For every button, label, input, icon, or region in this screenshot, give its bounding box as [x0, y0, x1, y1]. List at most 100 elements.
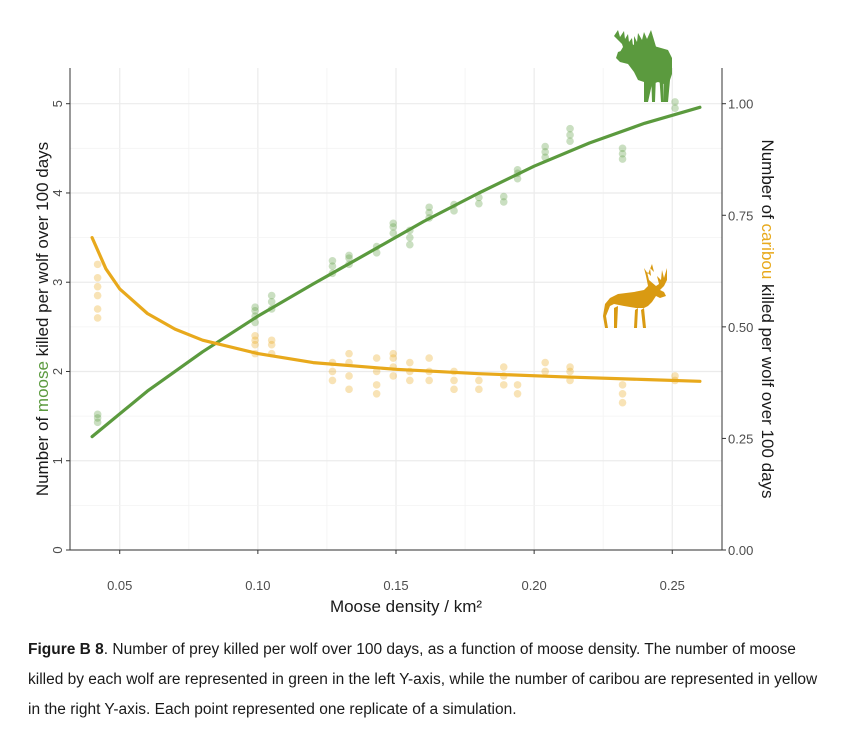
moose-point: [618, 144, 627, 153]
moose-icon: [614, 30, 672, 102]
caribou-point: [450, 385, 458, 394]
caribou-point: [450, 376, 458, 385]
caribou-point: [251, 336, 259, 345]
caribou-point: [345, 349, 353, 358]
caribou-point: [372, 389, 381, 398]
moose-point: [671, 98, 679, 106]
caribou-point: [93, 273, 102, 282]
x-axis-title: Moose density / km²: [330, 597, 482, 616]
moose-point: [93, 410, 102, 419]
moose-point: [541, 148, 549, 156]
y-left-axis-title: Number of moose killed per wolf over 100…: [33, 142, 52, 496]
y-right-tick-label: 0.25: [728, 431, 753, 446]
moose-point: [541, 142, 549, 151]
x-tick-label: 0.25: [660, 578, 685, 593]
axes: 0.05 0.10 0.15 0.20 0.25 0 1 2 3 4 5 0.00 0.25 0.50 0.…: [33, 68, 777, 616]
moose-point: [345, 254, 353, 262]
y-right-title-caribou: caribou: [758, 224, 777, 280]
moose-point: [450, 207, 458, 215]
x-tick-label: 0.20: [521, 578, 546, 593]
moose-point: [267, 298, 276, 306]
caribou-point: [513, 389, 522, 398]
caribou-point: [389, 349, 398, 358]
caribou-point: [618, 381, 627, 389]
caribou-point: [541, 358, 549, 367]
grid: [70, 68, 722, 551]
caribou-point: [406, 358, 414, 367]
moose-point: [618, 149, 627, 158]
chart: 0.05 0.10 0.15 0.20 0.25 0 1 2 3 4 5 0.00 0.25 0.50 0.…: [33, 30, 777, 616]
caribou-point: [406, 376, 414, 385]
x-tick-label: 0.10: [245, 578, 270, 593]
caribou-point: [267, 340, 276, 349]
y-right-title-part: killed per wolf over 100 days: [758, 279, 777, 498]
caribou-point: [93, 282, 102, 291]
caribou-point: [499, 363, 508, 371]
caribou-point: [425, 376, 433, 385]
caribou-point: [372, 381, 381, 389]
moose-point: [93, 418, 102, 427]
caribou-point: [93, 291, 102, 300]
caribou-point: [372, 354, 381, 362]
moose-point: [406, 240, 414, 249]
caribou-point: [425, 354, 433, 362]
moose-point: [671, 104, 679, 112]
moose-point: [251, 306, 259, 315]
y-left-tick-label: 5: [50, 100, 65, 107]
caption-text: . Number of prey killed per wolf over 10…: [28, 641, 818, 718]
moose-point: [328, 262, 337, 270]
x-tick-label: 0.15: [383, 578, 408, 593]
caribou-point: [251, 331, 259, 340]
moose-point: [499, 198, 508, 206]
caribou-point: [618, 389, 627, 398]
y-right-tick-label: 1.00: [728, 97, 753, 112]
moose-point: [566, 124, 574, 133]
caribou-point: [251, 340, 259, 349]
caribou-point: [566, 363, 574, 371]
caribou-icon: [603, 264, 667, 328]
y-right-tick-label: 0.75: [728, 208, 753, 223]
caption-label: Figure B 8: [28, 641, 104, 658]
x-tick-label: 0.05: [107, 578, 132, 593]
y-left-tick-label: 1: [50, 457, 65, 464]
moose-point: [566, 131, 574, 139]
y-right-tick-label: 0.00: [728, 543, 753, 558]
moose-point: [475, 199, 483, 208]
y-left-title-moose: moose: [33, 361, 52, 412]
moose-point: [618, 155, 627, 163]
caribou-point: [541, 367, 549, 376]
caribou-point: [328, 376, 337, 385]
caribou-point: [345, 385, 353, 394]
caribou-point: [267, 336, 276, 345]
y-right-axis-title: Number of caribou killed per wolf over 1…: [758, 139, 777, 498]
caribou-point: [389, 372, 398, 380]
caribou-point: [475, 376, 483, 385]
caribou-point: [389, 354, 398, 362]
moose-fit-line: [90, 105, 702, 439]
moose-point: [389, 219, 398, 228]
fit-lines: [90, 105, 702, 439]
moose-point: [406, 233, 414, 242]
y-left-tick-label: 0: [50, 546, 65, 553]
caribou-point: [345, 372, 353, 380]
caribou-point: [499, 381, 508, 389]
moose-point: [251, 303, 259, 312]
y-right-title-part: Number of: [758, 139, 777, 223]
caribou-point: [513, 381, 522, 389]
caribou-point: [671, 372, 679, 380]
caribou-point: [93, 305, 102, 313]
y-left-title-part: Number of: [33, 412, 52, 496]
moose-point: [93, 414, 102, 422]
moose-point: [425, 208, 433, 217]
moose-point: [267, 291, 276, 300]
moose-point: [389, 223, 398, 231]
caribou-point: [618, 398, 627, 407]
caribou-point: [93, 260, 102, 269]
caribou-point: [328, 367, 337, 376]
caribou-point: [475, 385, 483, 394]
y-left-title-part: killed per wolf over 100 days: [33, 142, 52, 361]
caribou-point: [372, 367, 381, 376]
caribou-point: [566, 367, 574, 376]
moose-point: [425, 203, 433, 212]
y-left-tick-label: 4: [50, 189, 65, 196]
